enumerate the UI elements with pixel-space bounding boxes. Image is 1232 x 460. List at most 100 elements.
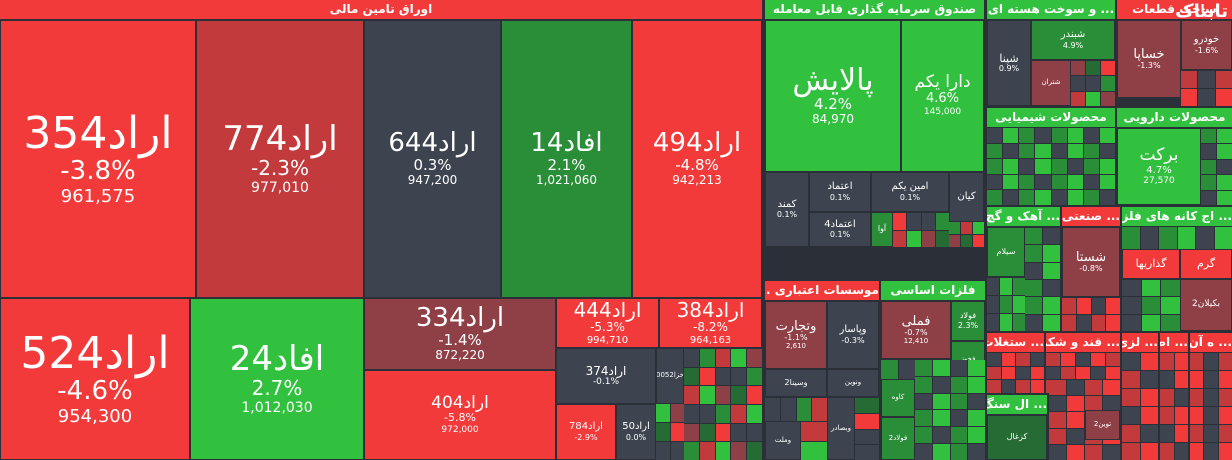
filler-cell[interactable] [684, 367, 699, 386]
filler-cell[interactable] [801, 422, 827, 441]
filler-cell[interactable] [684, 404, 699, 423]
filler-cell[interactable] [950, 444, 968, 460]
section-header-misc2[interactable]: ... اطلا [1160, 333, 1188, 352]
filler-cell[interactable] [1067, 174, 1083, 190]
filler-cell[interactable] [1190, 425, 1204, 442]
filler-cell[interactable] [1000, 314, 1012, 331]
filler-cell[interactable] [1217, 190, 1232, 205]
filler-cell[interactable] [1103, 380, 1120, 396]
filler-cell[interactable] [699, 349, 715, 367]
filler-cell[interactable] [699, 404, 715, 423]
filler-cell[interactable] [968, 427, 985, 444]
filler-cell[interactable] [715, 386, 731, 404]
filler-cell[interactable] [656, 442, 670, 460]
filler-cell[interactable] [950, 427, 968, 444]
filler-cell[interactable] [1035, 128, 1051, 143]
section-header-sugar[interactable]: ... قند و شکر [1046, 333, 1120, 352]
filler-cell[interactable] [747, 423, 762, 442]
tile-foolad2[interactable]: فولاد2 [881, 417, 915, 460]
filler-cell[interactable] [935, 230, 949, 247]
tile-etemad4[interactable]: اعتماد4 0.1% [809, 212, 871, 247]
filler-cell[interactable] [915, 427, 932, 444]
filler-cell[interactable] [950, 410, 968, 427]
tile-arad334[interactable]: اراد334 -1.4% 872,220 [364, 298, 556, 370]
filler-cell[interactable] [684, 442, 699, 460]
filler-cell[interactable] [1161, 297, 1180, 314]
tile-shpena[interactable]: شپنا 0.9% [987, 20, 1031, 106]
tile-kaveh[interactable]: کاوه [881, 379, 915, 417]
filler-cell[interactable] [1198, 71, 1215, 88]
tile-vnovin[interactable]: ونوین [827, 369, 879, 397]
filler-cell[interactable] [1140, 425, 1158, 442]
filler-cell[interactable] [1091, 315, 1106, 331]
filler-cell[interactable] [1159, 227, 1177, 249]
filler-cell[interactable] [855, 398, 879, 413]
section-header-pharma[interactable]: محصولات دارویی [1117, 108, 1232, 127]
filler-cell[interactable] [1160, 353, 1174, 370]
section-header-etf[interactable]: صندوق سرمایه گذاری قابل معامله [765, 0, 984, 19]
filler-cell[interactable] [915, 410, 932, 427]
filler-cell[interactable] [1141, 280, 1161, 297]
filler-cell[interactable] [987, 314, 999, 331]
filler-cell[interactable] [1217, 175, 1232, 190]
filler-cell[interactable] [949, 222, 960, 234]
filler-cell[interactable] [1140, 371, 1158, 388]
filler-cell[interactable] [1062, 315, 1076, 331]
filler-cell[interactable] [1025, 262, 1042, 279]
filler-cell[interactable] [1204, 443, 1218, 460]
filler-cell[interactable] [1076, 353, 1090, 366]
filler-cell[interactable] [1174, 407, 1188, 424]
filler-cell[interactable] [1174, 443, 1188, 460]
filler-cell[interactable] [747, 349, 762, 367]
tile-darayekom[interactable]: دارا یکم 4.6% 145,000 [901, 20, 984, 172]
filler-cell[interactable] [1122, 407, 1140, 424]
filler-cell[interactable] [1101, 76, 1115, 91]
tile-kazgal[interactable]: کزغال [987, 415, 1047, 460]
tile-arad444[interactable]: اراد444 -5.3% 994,710 [556, 298, 659, 348]
filler-cell[interactable] [1035, 174, 1051, 190]
filler-cell[interactable] [987, 159, 1003, 174]
filler-cell[interactable] [1067, 143, 1083, 159]
filler-cell[interactable] [1218, 353, 1232, 370]
filler-cell[interactable] [987, 278, 999, 295]
section-header-credit[interactable]: موسسات اعتباری ... [765, 281, 879, 300]
filler-cell[interactable] [915, 393, 932, 410]
tile-arad50[interactable]: اراد50 0.0% [616, 404, 656, 460]
filler-cell[interactable] [1160, 371, 1174, 388]
filler-cell[interactable] [1067, 159, 1083, 174]
filler-cell[interactable] [1106, 298, 1120, 314]
tile-arad644[interactable]: اراد644 0.3% 947,200 [364, 20, 501, 298]
filler-cell[interactable] [1218, 443, 1232, 460]
filler-cell[interactable] [1174, 389, 1188, 406]
filler-cell[interactable] [1025, 245, 1042, 262]
filler-cell[interactable] [715, 349, 731, 367]
filler-cell[interactable] [949, 235, 960, 247]
filler-cell[interactable] [1174, 425, 1188, 442]
filler-cell[interactable] [1086, 76, 1100, 91]
filler-cell[interactable] [1083, 190, 1099, 205]
filler-cell[interactable] [1122, 314, 1141, 331]
filler-cell[interactable] [932, 410, 950, 427]
filler-cell[interactable] [747, 442, 762, 460]
filler-cell[interactable] [1140, 353, 1158, 370]
filler-cell[interactable] [1217, 159, 1232, 175]
tile-vmellat[interactable]: وملت [765, 421, 801, 460]
filler-cell[interactable] [950, 376, 968, 393]
filler-cell[interactable] [855, 429, 879, 445]
filler-cell[interactable] [1035, 159, 1051, 174]
filler-cell[interactable] [1198, 89, 1215, 106]
filler-cell[interactable] [1046, 353, 1060, 366]
filler-cell[interactable] [1062, 298, 1076, 314]
filler-cell[interactable] [670, 404, 684, 422]
filler-cell[interactable] [801, 441, 827, 460]
filler-cell[interactable] [656, 404, 670, 422]
section-header-construction[interactable]: ... و سوخت هسته ای [987, 0, 1115, 19]
filler-cell[interactable] [1003, 174, 1019, 190]
tile-sylam[interactable]: سیلام [987, 227, 1025, 277]
filler-cell[interactable] [1085, 380, 1102, 396]
filler-cell[interactable] [747, 404, 762, 423]
filler-cell[interactable] [731, 386, 747, 404]
filler-cell[interactable] [715, 423, 731, 442]
filler-cell[interactable] [921, 213, 935, 230]
filler-cell[interactable] [1030, 366, 1044, 380]
